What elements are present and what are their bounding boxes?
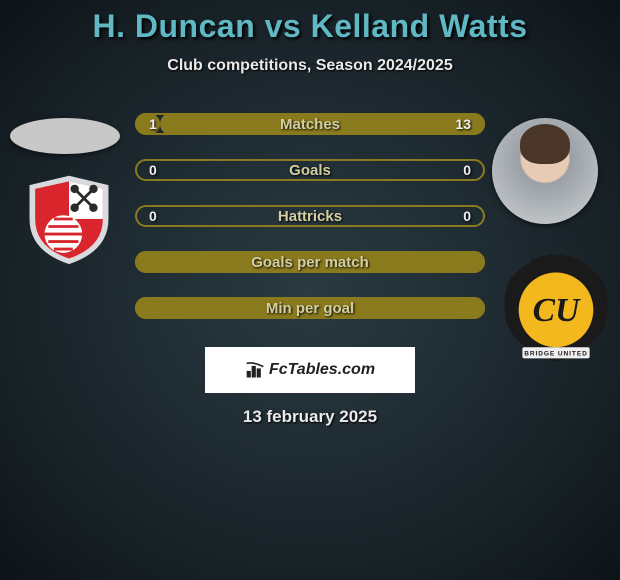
club-left-badge — [22, 172, 116, 266]
player-right-avatar — [492, 118, 598, 224]
shield-icon — [22, 172, 116, 266]
stat-value-right: 13 — [455, 116, 471, 132]
stat-value-left: 1 — [149, 116, 157, 132]
stat-value-right: 0 — [463, 162, 471, 178]
subtitle: Club competitions, Season 2024/2025 — [0, 57, 620, 75]
card: H. Duncan vs Kelland Watts Club competit… — [0, 0, 620, 580]
stat-row: 0Hattricks0 — [135, 205, 485, 227]
stat-value-right: 0 — [463, 208, 471, 224]
stats-list: 1Matches130Goals00Hattricks0Goals per ma… — [135, 113, 485, 319]
stat-row: 0Goals0 — [135, 159, 485, 181]
stat-label: Hattricks — [137, 208, 483, 225]
stat-pill: 0Goals0 — [135, 159, 485, 181]
stat-label: Goals — [137, 162, 483, 179]
stat-value-left: 0 — [149, 162, 157, 178]
stat-row: Min per goal — [135, 297, 485, 319]
stat-label: Goals per match — [137, 254, 483, 271]
stat-pill: 0Hattricks0 — [135, 205, 485, 227]
stat-row: 1Matches13 — [135, 113, 485, 135]
club-right-text: BRIDGE UNITED — [524, 351, 588, 358]
page-title: H. Duncan vs Kelland Watts — [0, 8, 620, 45]
chart-icon — [245, 360, 265, 380]
watermark: FcTables.com — [205, 347, 415, 393]
club-right-initials: CU — [533, 292, 581, 329]
stat-value-left: 0 — [149, 208, 157, 224]
stat-pill: 1Matches13 — [135, 113, 485, 135]
badge-icon: CU BRIDGE UNITED — [500, 252, 612, 364]
date-text: 13 february 2025 — [0, 407, 620, 427]
club-right-badge: CU BRIDGE UNITED — [500, 252, 612, 364]
stat-pill: Goals per match — [135, 251, 485, 273]
stat-pill: Min per goal — [135, 297, 485, 319]
watermark-text: FcTables.com — [269, 361, 375, 379]
player-left-avatar — [10, 118, 120, 154]
stat-label: Min per goal — [137, 300, 483, 317]
stat-row: Goals per match — [135, 251, 485, 273]
stat-label: Matches — [137, 116, 483, 133]
